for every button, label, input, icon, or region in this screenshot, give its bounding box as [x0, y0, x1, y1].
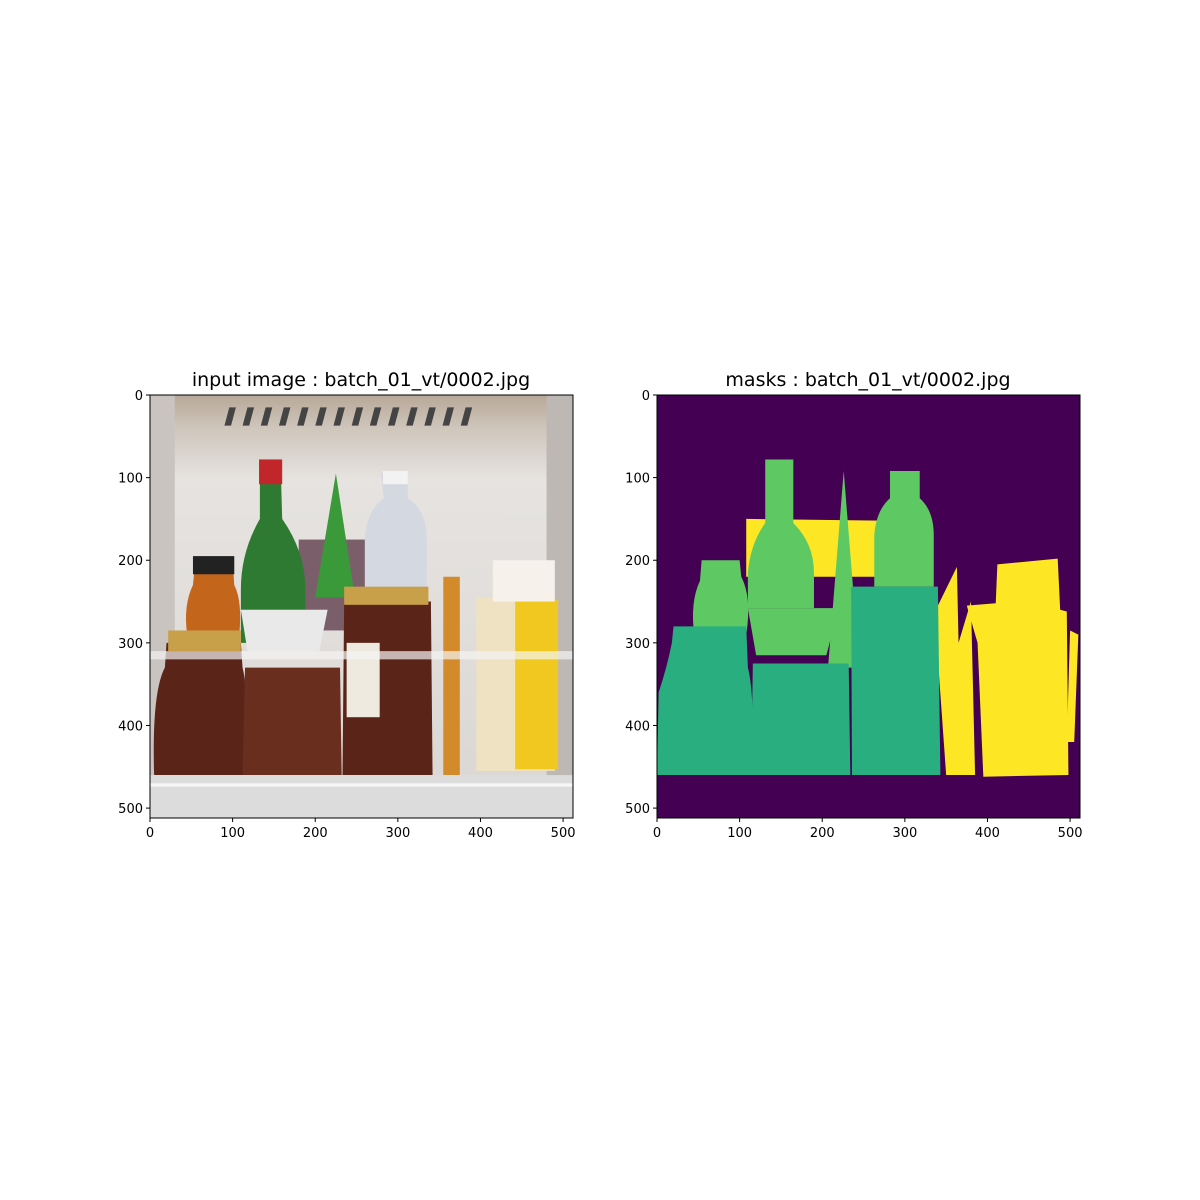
masks-x-tick-label: 300 — [892, 826, 917, 841]
vent-slot — [388, 407, 400, 426]
left-jar — [153, 642, 247, 776]
vent-slot — [278, 407, 291, 426]
masks-y-tick-label: 200 — [625, 554, 650, 569]
vent-slot — [406, 407, 418, 426]
input-image-panel: input image : batch_01_vt/0002.jpg 0 100 2… — [118, 369, 575, 841]
masks-x-tick-label: 400 — [975, 826, 1000, 841]
drawer-stripe — [150, 783, 573, 787]
mask-image — [657, 395, 1080, 818]
masks-x-tick-label: 100 — [727, 826, 752, 841]
mask-box-region — [966, 558, 1069, 777]
input-y-tick-label: 0 — [135, 389, 143, 404]
right-jar-lid — [344, 586, 429, 605]
input-y-tick-label: 100 — [118, 472, 143, 487]
white-card — [492, 560, 555, 602]
plastic-cup — [240, 609, 328, 652]
masks-x-tick-label: 500 — [1058, 826, 1083, 841]
vent-slot — [424, 407, 436, 426]
vent-slot — [351, 407, 364, 426]
input-x-tick-label: 200 — [303, 826, 328, 841]
mask-left-jar — [657, 626, 754, 776]
clear-bottle-cap — [382, 471, 408, 485]
left-jar-lid — [168, 630, 241, 652]
input-image-title: input image : batch_01_vt/0002.jpg — [192, 369, 530, 391]
mask-middle-jar — [751, 663, 851, 776]
masks-y-tick-label: 400 — [625, 719, 650, 734]
green-bottle — [240, 461, 306, 643]
masks-frame — [656, 394, 1081, 819]
masks-y-tick-label: 500 — [625, 802, 650, 817]
mask-cup — [747, 608, 839, 656]
masks-x-tick-label: 0 — [653, 826, 661, 841]
green-cone — [315, 473, 355, 598]
mask-clear-bottle — [874, 471, 934, 587]
mask-honey-bear — [692, 560, 749, 635]
mask-edge-region — [1066, 630, 1079, 742]
red-cap — [259, 459, 283, 485]
vent-slot — [442, 407, 455, 426]
mask-right-jar — [851, 586, 941, 776]
input-y-tick-label: 500 — [118, 802, 143, 817]
masks-y-tick-label: 300 — [625, 637, 650, 652]
masks-title: masks : batch_01_vt/0002.jpg — [725, 369, 1010, 391]
middle-jar — [242, 667, 342, 776]
input-x-tick-label: 400 — [468, 826, 493, 841]
honey-cap — [192, 556, 235, 575]
orange-stick — [443, 576, 460, 776]
drawer-bottom — [150, 775, 573, 818]
input-x-tick-label: 100 — [220, 826, 245, 841]
input-y-tick-label: 200 — [118, 554, 143, 569]
vent-slot — [333, 407, 345, 426]
vent-slot — [297, 407, 309, 426]
drawer-top-edge — [150, 651, 573, 660]
masks-x-tick-label: 200 — [810, 826, 835, 841]
mask-stick-region — [937, 566, 976, 776]
vent-slot — [224, 407, 236, 426]
masks-y-tick-label: 100 — [625, 472, 650, 487]
input-y-tick-label: 400 — [118, 719, 143, 734]
input-photo — [150, 395, 573, 818]
input-image-frame — [149, 394, 574, 819]
yellow-pack — [515, 599, 559, 770]
mask-green-bottle — [747, 459, 814, 609]
masks-panel: masks : batch_01_vt/0002.jpg 0 100 200 300 4… — [625, 369, 1082, 841]
vent-slot — [315, 407, 327, 426]
honey-bear — [185, 560, 241, 635]
input-y-tick-label: 300 — [118, 637, 143, 652]
input-x-tick-label: 500 — [551, 826, 576, 841]
input-x-tick-label: 300 — [385, 826, 410, 841]
vent-slot — [260, 407, 273, 426]
vent-slot — [242, 407, 255, 426]
input-x-tick-label: 0 — [146, 826, 154, 841]
vent-slot — [369, 407, 382, 426]
masks-y-tick-label: 0 — [642, 389, 650, 404]
vent-slot — [460, 407, 473, 426]
